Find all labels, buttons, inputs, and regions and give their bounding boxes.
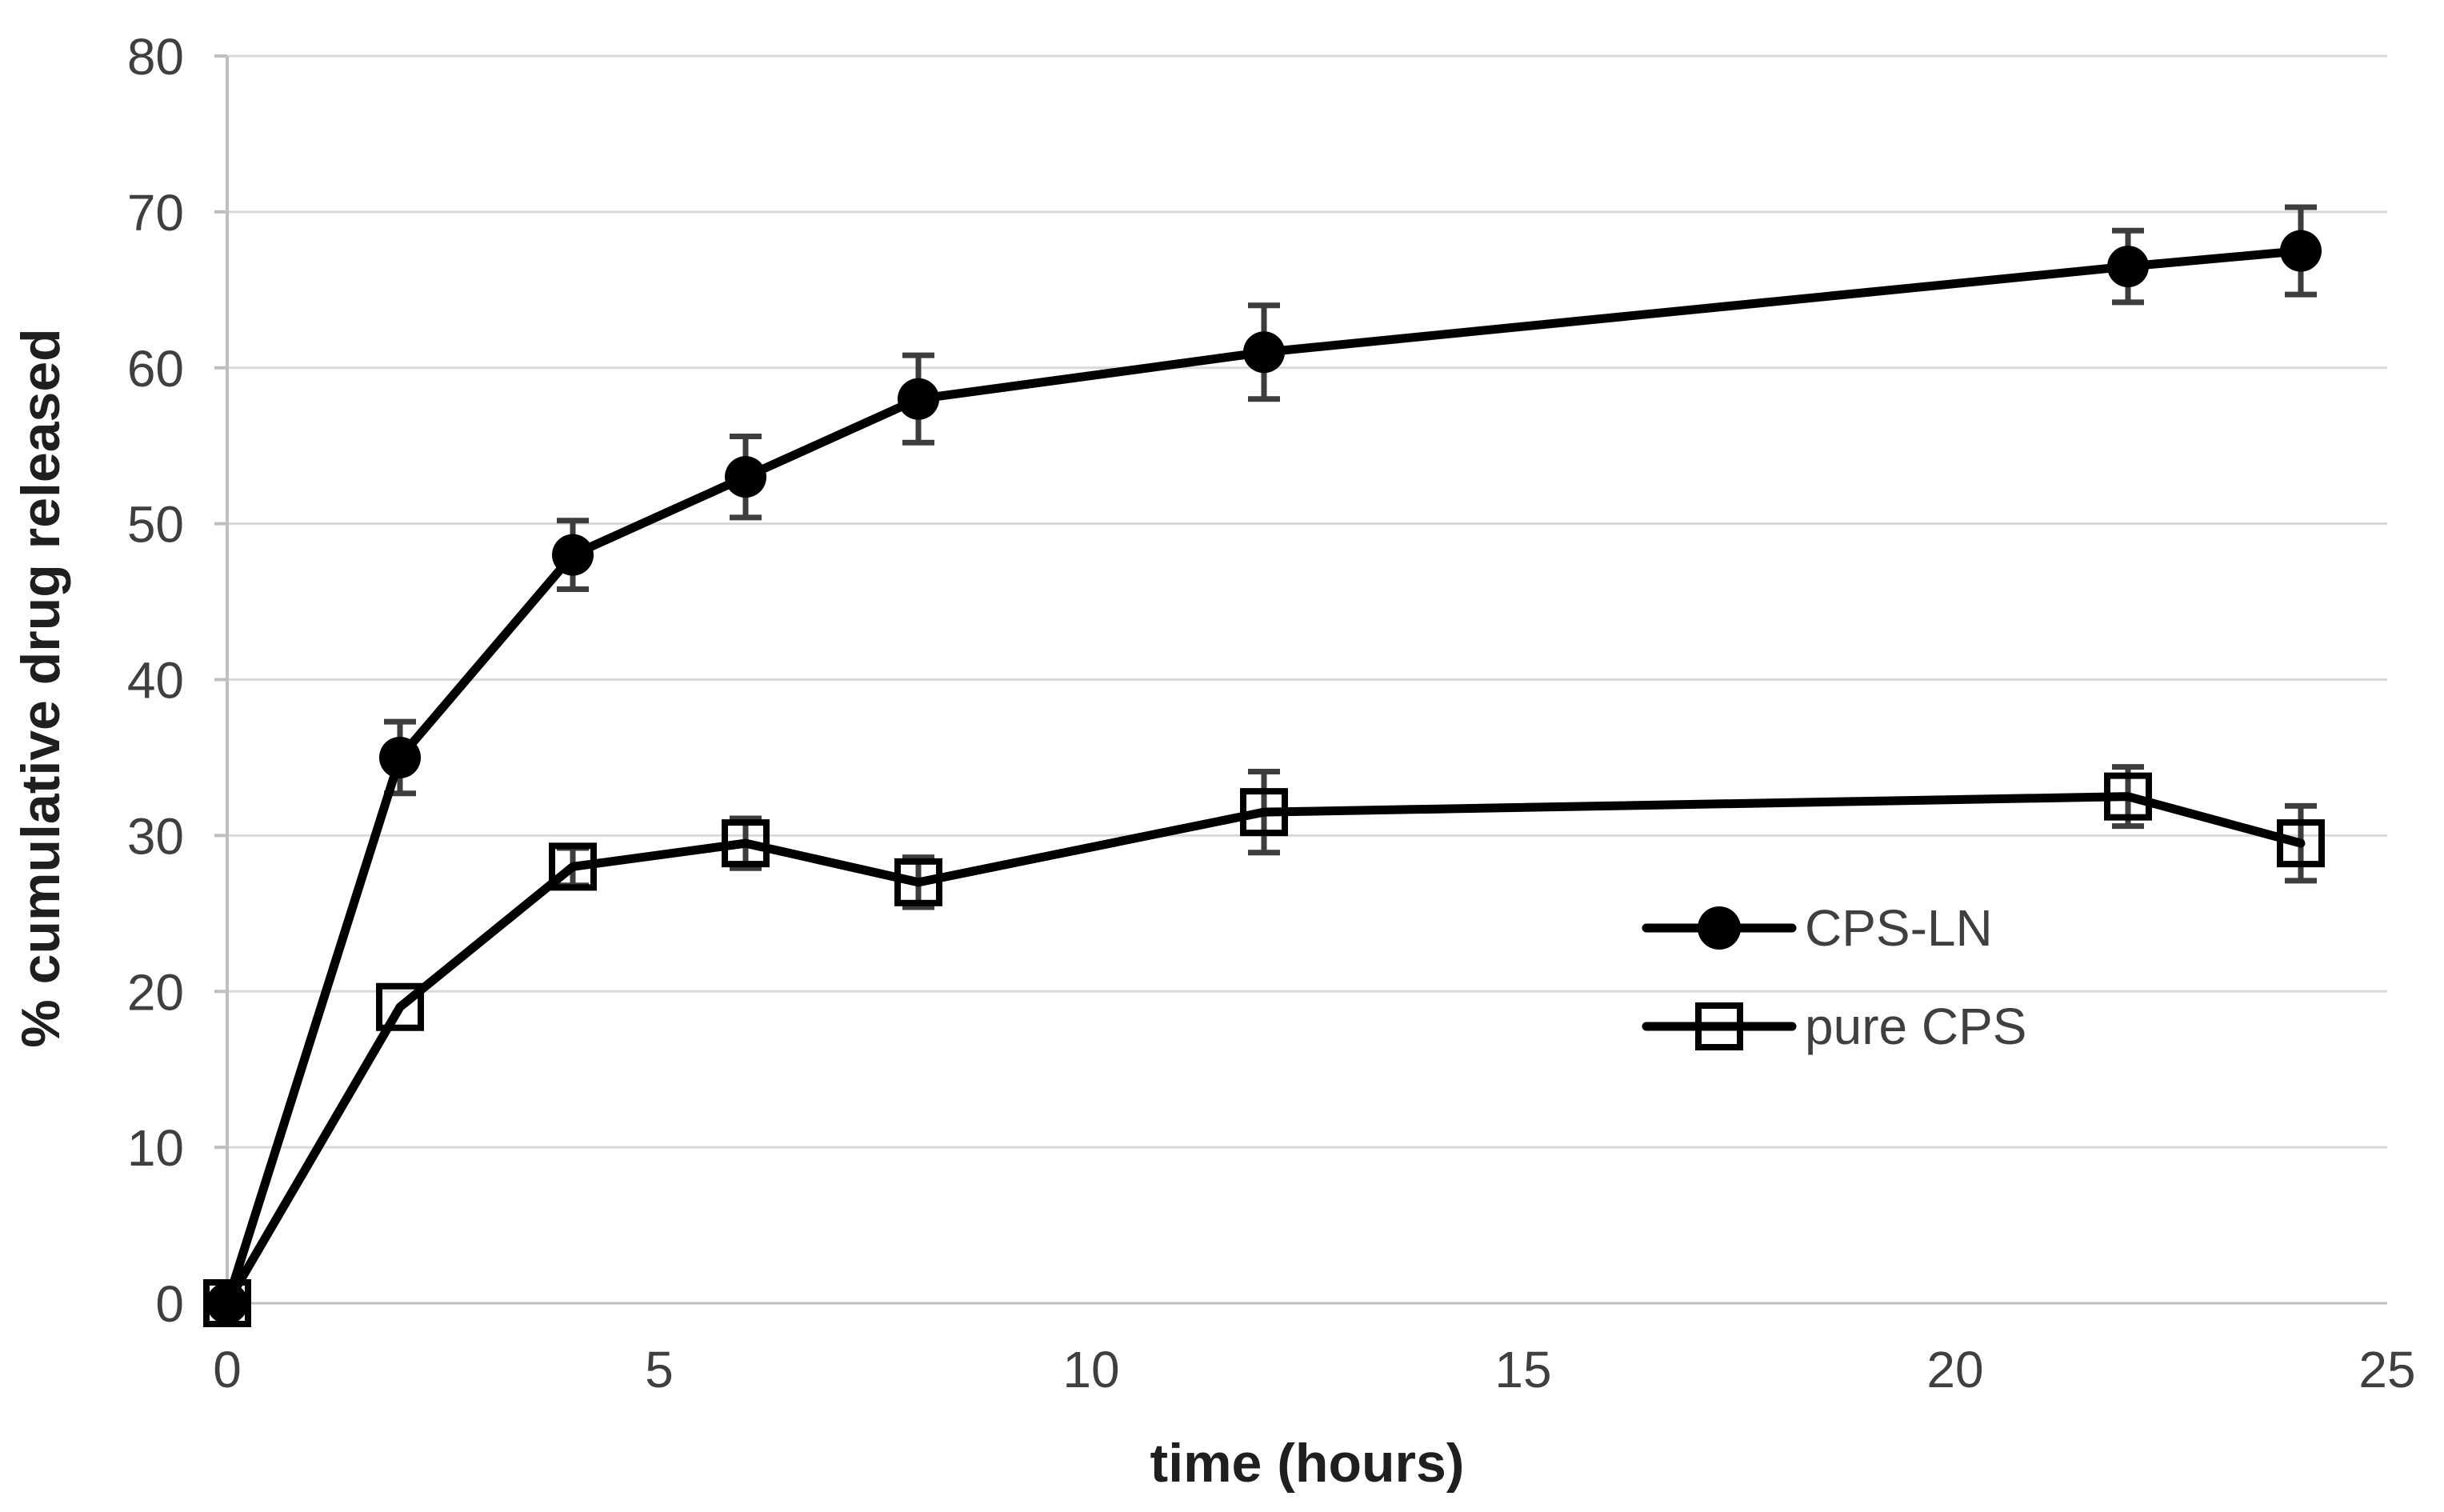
- data-point-cps-ln: [379, 736, 421, 778]
- data-point-pure-cps: [549, 842, 597, 891]
- data-point-pure-cps: [376, 982, 424, 1031]
- data-point-pure-cps: [2104, 772, 2152, 821]
- data-point-cps-ln: [898, 378, 939, 420]
- x-axis-title: time (hours): [1150, 1433, 1465, 1494]
- y-tick-label-30: 30: [127, 807, 184, 865]
- data-point-pure-cps: [2277, 819, 2325, 868]
- series-line-cps-ln: [222, 246, 2306, 1308]
- x-tick-label-10: 10: [1062, 1341, 1119, 1398]
- data-point-pure-cps: [1240, 788, 1288, 837]
- x-tick-label-20: 20: [1926, 1341, 1983, 1398]
- data-point-pure-cps: [894, 858, 942, 906]
- y-tick-label-50: 50: [127, 496, 184, 554]
- y-axis-title: % cumulative drug released: [10, 328, 71, 1047]
- data-point-cps-ln: [552, 534, 594, 576]
- x-tick-label-0: 0: [213, 1341, 242, 1398]
- legend: CPS-LN pure CPS: [1642, 899, 2026, 1055]
- y-tick-label-0: 0: [155, 1275, 184, 1333]
- y-tick-label-80: 80: [127, 28, 184, 86]
- data-point-cps-ln: [1243, 331, 1285, 374]
- y-tick-label-70: 70: [127, 184, 184, 242]
- legend-label-cps-ln: CPS-LN: [1805, 899, 1993, 957]
- y-tick-label-40: 40: [127, 652, 184, 710]
- legend-item-pure-cps: pure CPS: [1642, 998, 2026, 1055]
- y-tick-label-10: 10: [127, 1119, 184, 1177]
- data-point-cps-ln: [725, 456, 766, 498]
- x-tick-label-15: 15: [1494, 1341, 1551, 1398]
- plot-area: 0 10 20 30 40 50 60 70 80 0 5 10 15 20 25: [127, 28, 2416, 1398]
- data-point-pure-cps: [203, 1279, 251, 1327]
- legend-label-pure-cps: pure CPS: [1805, 998, 2026, 1055]
- legend-item-cps-ln: CPS-LN: [1642, 899, 1993, 957]
- open-square-icon: [1695, 1002, 1743, 1050]
- data-point-cps-ln: [2280, 230, 2322, 272]
- data-point-pure-cps: [722, 819, 770, 868]
- y-tick-label-20: 20: [127, 963, 184, 1021]
- x-tick-label-5: 5: [645, 1341, 674, 1398]
- series-line-pure-cps: [222, 792, 2306, 1308]
- y-tick-label-60: 60: [127, 340, 184, 398]
- filled-circle-icon: [1698, 906, 1741, 950]
- data-point-cps-ln: [2107, 246, 2149, 288]
- x-tick-label-25: 25: [2358, 1341, 2415, 1398]
